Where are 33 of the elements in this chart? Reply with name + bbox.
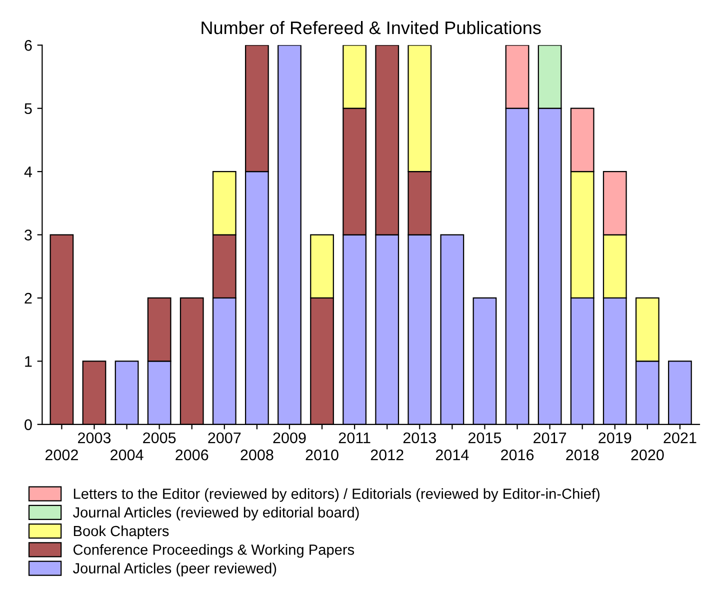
- x-tick-label: 2007: [208, 432, 241, 444]
- y-tick-label: 0: [24, 419, 32, 430]
- x-tick-label: 2020: [631, 450, 664, 460]
- x-tick-label: 2016: [501, 450, 534, 460]
- x-tick-label: 2010: [306, 450, 338, 460]
- y-tick-label: 1: [25, 356, 32, 367]
- legend-label: Conference Proceedings & Working Papers: [74, 544, 354, 558]
- legend-label: Letters to the Editor (reviewed by editors) / Editorials (reviewed by Editor-in-Chief): [74, 488, 600, 502]
- x-tick-label: 2002: [45, 450, 78, 460]
- x-tick-label: 2012: [370, 450, 404, 460]
- x-tick-label: 2008: [240, 450, 274, 460]
- x-tick-label: 2019: [598, 432, 632, 444]
- x-tick-label: 2021: [664, 432, 696, 444]
- legend-label: Book Chapters: [74, 525, 169, 540]
- y-tick-label: 4: [24, 166, 32, 178]
- x-tick-label: 2004: [110, 450, 144, 460]
- x-tick-label: 2006: [176, 450, 208, 460]
- x-tick-label: 2003: [78, 432, 111, 444]
- y-tick-label: 6: [24, 40, 32, 51]
- chart-title: Number of Refereed & Invited Publications: [202, 20, 541, 34]
- x-tick-label: 2013: [403, 432, 436, 444]
- legend-label: Journal Articles (peer reviewed): [72, 562, 276, 576]
- x-tick-label: 2011: [338, 432, 370, 444]
- y-tick-label: 5: [24, 103, 32, 114]
- x-tick-label: 2018: [566, 450, 599, 460]
- legend-label: Journal Articles (reviewed by editorial board): [72, 506, 359, 520]
- y-tick-label: 3: [24, 230, 32, 240]
- x-tick-label: 2005: [143, 432, 176, 444]
- x-tick-label: 2017: [534, 432, 566, 444]
- x-tick-label: 2014: [436, 450, 469, 460]
- y-tick-label: 2: [24, 292, 32, 304]
- x-tick-label: 2009: [273, 432, 306, 444]
- x-tick-label: 2015: [468, 432, 502, 444]
